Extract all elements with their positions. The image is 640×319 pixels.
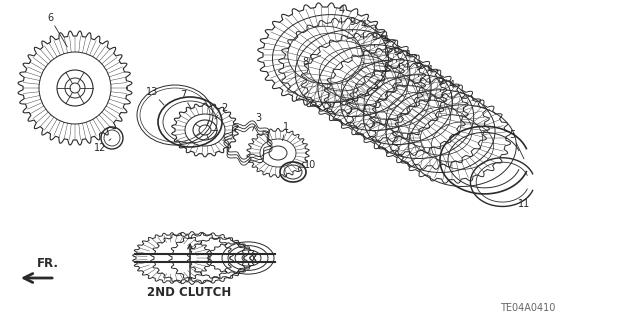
Text: 4: 4 [426,65,433,84]
Text: 7: 7 [180,90,191,109]
Text: 1: 1 [282,122,289,141]
Text: 9: 9 [371,32,378,47]
Text: 9: 9 [415,62,422,77]
Text: TE04A0410: TE04A0410 [500,303,556,313]
Text: 10: 10 [300,160,316,171]
Text: 3: 3 [253,113,261,131]
Text: 9: 9 [437,77,444,92]
Text: 4: 4 [449,80,454,99]
Text: 2ND CLUTCH: 2ND CLUTCH [147,286,231,300]
Text: 12: 12 [94,139,111,153]
Text: 4: 4 [339,5,344,24]
Text: 2: 2 [215,103,227,119]
Text: 5: 5 [509,130,524,159]
Text: 4: 4 [360,20,367,39]
Text: 9: 9 [349,17,356,32]
Text: 4: 4 [383,35,388,54]
Text: 8: 8 [302,56,321,67]
Text: 6: 6 [47,13,67,47]
Text: 13: 13 [146,87,164,105]
Text: 4: 4 [404,50,411,69]
Text: 11: 11 [518,196,531,209]
Text: FR.: FR. [37,257,59,270]
Text: 9: 9 [394,47,399,62]
